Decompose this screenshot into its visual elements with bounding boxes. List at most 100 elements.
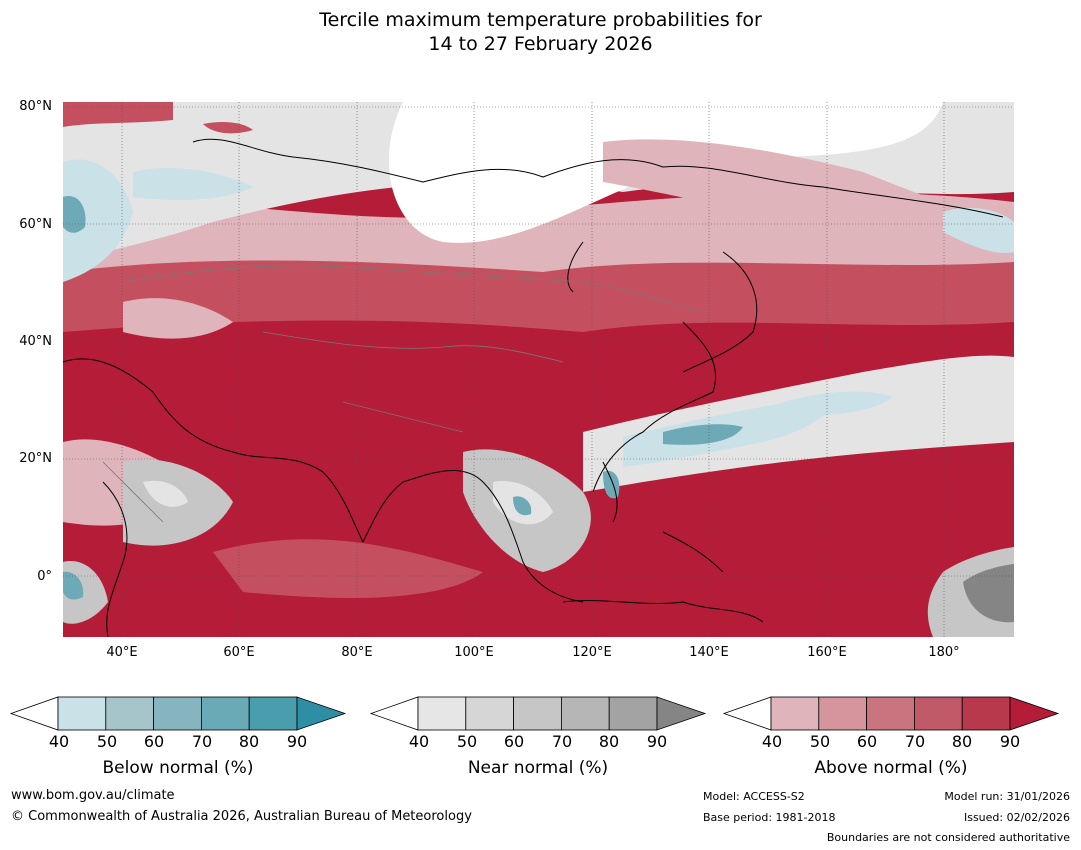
below-swatch-40	[57, 696, 107, 731]
near-swatch-80	[608, 696, 658, 731]
pacific-below-normal-east	[783, 391, 893, 415]
himalaya-border	[342, 401, 464, 433]
lat-label-0: 0°	[37, 569, 52, 584]
footer-url[interactable]: www.bom.gov.au/climate	[11, 788, 175, 803]
above-swatch-80	[961, 696, 1011, 731]
below-tick-40: 40	[48, 732, 70, 751]
near-swatch-40	[417, 696, 467, 731]
below-tick-60: 60	[143, 732, 165, 751]
near-swatch-lower	[369, 696, 419, 731]
lat-label-60n: 60°N	[19, 217, 52, 232]
lat-label-80n: 80°N	[19, 99, 52, 114]
below-swatch-60	[153, 696, 202, 731]
lon-label-140e: 140°E	[689, 645, 729, 660]
south-pacific-near-dark-core	[963, 564, 1014, 623]
map-coastlines	[63, 138, 1004, 637]
above-swatch-lower	[722, 696, 772, 731]
colorbar-above-normal-title: Above normal (%)	[814, 758, 968, 778]
philippines-coastline	[602, 461, 618, 523]
near-swatch-60	[513, 696, 562, 731]
east-africa-coastline	[102, 481, 128, 637]
footer-model: Model: ACCESS-S2	[703, 790, 805, 803]
map-title: Tercile maximum temperature probabilitie…	[0, 8, 1081, 56]
colorbar-above-normal	[722, 696, 1060, 732]
indochina-below-core	[513, 496, 532, 516]
colorbar-below-normal-title: Below normal (%)	[102, 758, 254, 778]
caspian-light-region	[123, 298, 233, 339]
above-swatch-40	[770, 696, 820, 731]
china-japan-coastline	[592, 321, 717, 493]
lat-label-20n: 20°N	[19, 451, 52, 466]
lon-label-80e: 80°E	[341, 645, 373, 660]
above-tick-50: 50	[809, 732, 831, 751]
below-swatch-lower	[9, 696, 59, 731]
above-swatch-60	[866, 696, 915, 731]
below-normal-northwest-region	[63, 159, 133, 282]
below-normal-scandinavia-region	[133, 167, 253, 200]
lon-label-180: 180°	[928, 645, 960, 660]
above-swatch-50	[818, 696, 868, 731]
far-east-light-region	[603, 139, 1014, 262]
above-tick-80: 80	[951, 732, 973, 751]
near-tick-90: 90	[646, 732, 668, 751]
above-swatch-70	[913, 696, 963, 731]
arabia-india-coastline	[63, 358, 364, 543]
footer-base-period: Base period: 1981-2018	[703, 811, 836, 824]
below-swatch-80	[248, 696, 298, 731]
near-tick-70: 70	[551, 732, 573, 751]
indonesia-coastline	[562, 600, 764, 623]
below-swatch-50	[105, 696, 155, 731]
above-swatch-upper	[1009, 696, 1060, 731]
near-tick-40: 40	[408, 732, 430, 751]
footer-model-run: Model run: 31/01/2026	[944, 790, 1070, 803]
map-title-line2: 14 to 27 February 2026	[428, 33, 653, 55]
arctic-red-patch	[63, 102, 173, 127]
map-borders	[102, 265, 704, 523]
pacific-below-normal-core	[663, 424, 743, 445]
map-graticule	[63, 102, 1014, 637]
below-normal-northwest-core	[63, 196, 86, 233]
above-tick-60: 60	[856, 732, 878, 751]
lon-label-60e: 60°E	[223, 645, 255, 660]
footer-issued: Issued: 02/02/2026	[963, 811, 1070, 824]
lon-label-160e: 160°E	[807, 645, 847, 660]
colorbar-below-normal-swatches	[9, 696, 347, 731]
sakhalin-coastline	[567, 241, 584, 293]
map-canvas	[63, 102, 1014, 637]
above-tick-70: 70	[904, 732, 926, 751]
bay-of-bengal-coastline	[362, 469, 584, 603]
below-tick-80: 80	[238, 732, 260, 751]
indian-ocean-mid-band	[213, 539, 483, 598]
below-normal-bering-region	[943, 207, 1014, 253]
colorbar-near-normal	[369, 696, 707, 732]
near-tick-50: 50	[456, 732, 478, 751]
near-tick-60: 60	[503, 732, 525, 751]
horn-of-africa-light-core	[143, 480, 188, 507]
above-tick-40: 40	[761, 732, 783, 751]
kamchatka-okhotsk-coastline	[682, 251, 758, 373]
colorbar-below-normal	[9, 696, 347, 732]
footer-copyright: © Commonwealth of Australia 2026, Austra…	[11, 809, 472, 824]
east-africa-below-core	[63, 571, 84, 600]
below-swatch-70	[200, 696, 250, 731]
china-west-border	[262, 331, 564, 363]
lon-label-40e: 40°E	[106, 645, 138, 660]
map-title-line1: Tercile maximum temperature probabilitie…	[319, 9, 762, 31]
below-tick-50: 50	[96, 732, 118, 751]
above-tick-90: 90	[999, 732, 1021, 751]
probability-map	[63, 102, 1014, 637]
new-guinea-coastline	[662, 531, 724, 573]
arctic-coastline	[192, 138, 1004, 218]
kola-red-patch	[203, 122, 253, 134]
colorbar-near-normal-title: Near normal (%)	[467, 758, 609, 778]
colorbar-above-normal-swatches	[722, 696, 1060, 731]
near-swatch-50	[465, 696, 515, 731]
colorbar-near-normal-swatches	[369, 696, 707, 731]
russia-south-border	[122, 265, 704, 313]
below-tick-70: 70	[191, 732, 213, 751]
footer-disclaimer: Boundaries are not considered authoritat…	[826, 831, 1070, 844]
near-swatch-upper	[656, 696, 707, 731]
africa-arabia-border	[102, 461, 164, 523]
near-swatch-70	[560, 696, 610, 731]
lon-label-100e: 100°E	[454, 645, 494, 660]
